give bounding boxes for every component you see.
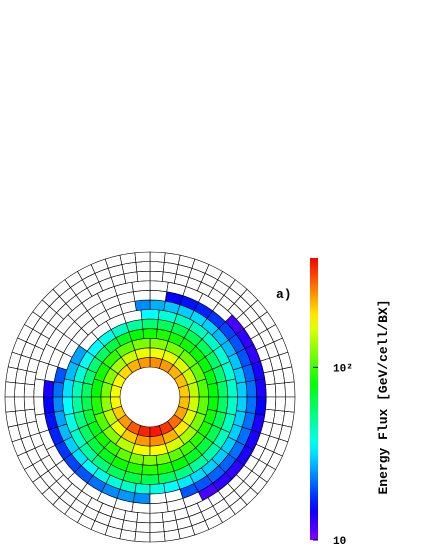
grid-cell: [23, 396, 35, 411]
grid-cell: [14, 396, 26, 412]
grid-cell: [149, 512, 164, 524]
grid-cell: [5, 410, 18, 428]
heat-cell: [71, 380, 84, 398]
grid-cell: [119, 529, 137, 542]
grid-cell: [149, 502, 169, 514]
grid-cell: [274, 396, 286, 412]
heat-cell: [134, 483, 151, 495]
grid-cell: [5, 366, 18, 384]
heat-cell: [225, 378, 238, 398]
grid-cell: [149, 492, 168, 504]
grid-cell: [282, 366, 295, 384]
heat-cell: [207, 382, 219, 398]
heat-cell: [225, 396, 238, 416]
grid-cell: [149, 521, 165, 533]
grid-cell: [135, 261, 151, 273]
grid-cell: [149, 290, 168, 302]
grid-cell: [149, 270, 164, 282]
colorbar-tick-label: 10: [333, 536, 346, 547]
heat-cell: [142, 455, 158, 466]
grid-cell: [135, 521, 151, 533]
heat-cell: [140, 474, 160, 485]
heat-cell: [245, 396, 257, 415]
colorbar: [310, 258, 318, 540]
colorbar-label: Energy Flux [GeV/cell/BX]: [376, 299, 391, 494]
heat-cell: [52, 396, 64, 413]
grid-cell: [33, 396, 45, 416]
heat-cell: [255, 378, 267, 398]
heat-cell: [149, 299, 166, 311]
grid-cell: [136, 512, 151, 524]
grid-cell: [131, 280, 151, 292]
heat-cell: [149, 483, 166, 495]
grid-cell: [4, 396, 16, 413]
colorbar-tick-label: 10²: [333, 363, 353, 375]
heat-cell: [140, 309, 160, 320]
grid-cell: [163, 252, 181, 265]
grid-cell: [149, 280, 169, 292]
heat-cell: [81, 382, 93, 398]
grid-cell: [163, 529, 181, 542]
grid-cell: [274, 382, 286, 398]
heat-cell: [216, 396, 229, 414]
grid-cell: [132, 290, 151, 302]
grid-cell: [4, 381, 16, 398]
heat-cell: [43, 396, 55, 415]
grid-cell: [134, 531, 151, 543]
heat-cell: [207, 396, 219, 412]
grid-cell: [265, 396, 277, 411]
grid-cell: [134, 251, 151, 263]
heat-cell: [71, 396, 84, 414]
heat-cell: [62, 378, 75, 398]
heat-cell: [236, 396, 248, 413]
grid-cell: [284, 381, 296, 398]
grid-cell: [136, 270, 151, 282]
heat-cell: [52, 381, 64, 398]
heat-cell: [81, 396, 93, 412]
grid-cell: [149, 261, 165, 273]
heat-cell: [134, 299, 151, 311]
heat-cell: [132, 492, 151, 504]
grid-cell: [131, 502, 151, 514]
grid-cell: [282, 410, 295, 428]
grid-cell: [149, 251, 166, 263]
grid-cell: [14, 382, 26, 398]
heat-cell: [245, 379, 257, 398]
heat-cell: [236, 381, 248, 398]
heat-cell: [142, 328, 158, 339]
grid-cell: [33, 378, 45, 398]
grid-cell: [23, 383, 35, 398]
heat-cell: [141, 318, 159, 330]
grid-cell: [284, 396, 296, 413]
heat-cell: [216, 380, 229, 398]
heat-cell: [255, 396, 267, 416]
heat-cell: [62, 396, 75, 416]
annotation: a): [276, 287, 292, 302]
heat-cell: [43, 379, 55, 398]
grid-cell: [119, 252, 137, 265]
grid-cell: [149, 531, 166, 543]
grid-cell: [265, 383, 277, 398]
heat-cell: [141, 464, 159, 476]
